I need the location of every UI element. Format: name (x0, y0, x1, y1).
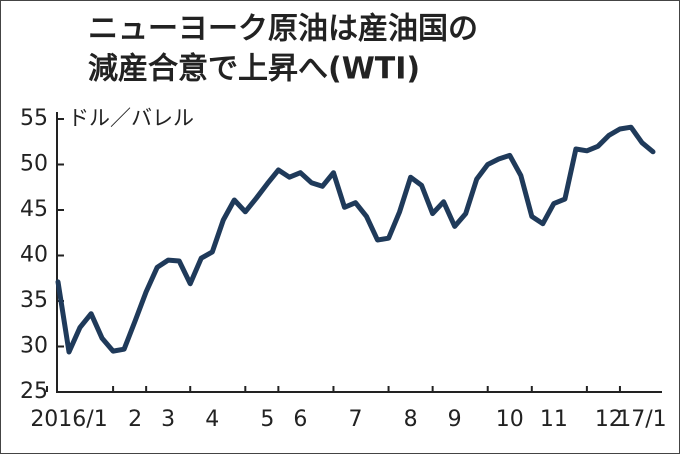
x-tick-label: 8 (404, 407, 418, 432)
x-tick-label: 2 (128, 407, 142, 432)
y-tick-label: 35 (20, 288, 48, 313)
x-tick-label: 10 (496, 407, 524, 432)
chart-title-line: ニューヨーク原油は産油国の (88, 12, 478, 47)
x-tick-label: 7 (349, 407, 363, 432)
y-tick-label: 55 (20, 106, 48, 131)
line (55, 124, 656, 355)
y-tick-label: 30 (20, 334, 48, 359)
x-tick-label: 5 (260, 407, 274, 432)
y-axis-label: ドル／バレル (68, 106, 194, 130)
x-tick-label: 4 (205, 407, 219, 432)
x-tick-label: 2016/1 (30, 407, 107, 432)
y-tick-label: 25 (20, 379, 48, 404)
x-tick-label: 3 (161, 407, 175, 432)
x-tick-label: 6 (293, 407, 307, 432)
y-tick-label: 45 (20, 197, 48, 222)
y-tick-label: 40 (20, 243, 48, 268)
y-tick-label: 50 (20, 152, 48, 177)
x-tick-label: 9 (448, 407, 462, 432)
x-tick-label: 12 (595, 407, 623, 432)
x-tick-label: 17/1 (617, 407, 666, 432)
chart-title-line: 減産合意で上昇へ(WTI) (88, 52, 420, 87)
x-tick-label: 11 (540, 407, 568, 432)
